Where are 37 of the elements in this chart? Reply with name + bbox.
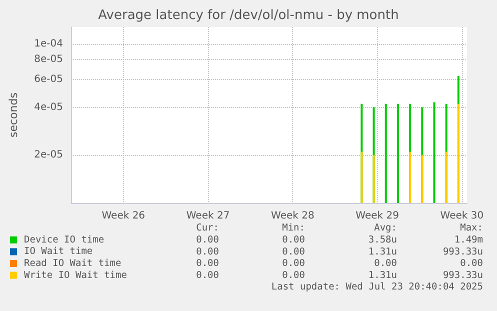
text: 0.00 [282,246,306,258]
x-tick-label: Week 30 [440,210,484,222]
text: 0.00 [282,258,306,270]
text: Max: [460,222,483,234]
legend-label: Device IO time [24,234,104,246]
text: 993.33u [442,270,483,281]
y-tick-label: 8e-05 [34,54,63,65]
y-axis-title: seconds [7,92,20,138]
text: Cur: [196,222,219,234]
text: Min: [282,222,305,234]
text: 0.00 [196,234,220,246]
text: 0.00 [196,270,220,281]
x-tick-label: Week 27 [186,210,230,222]
y-tick-label: 6e-05 [34,74,63,85]
text: 0.00 [282,234,306,246]
y-tick-label: 4e-05 [34,102,63,113]
text: 1.31u [368,270,397,281]
text: Last update: Wed Jul 23 20:40:04 2025 [271,282,483,293]
text: 0.00 [460,258,484,270]
y-tick-label: 1e-04 [34,38,63,50]
text: 1.31u [368,246,397,258]
y-tick-label: 2e-05 [34,150,63,161]
legend-label: Write IO Wait time [24,270,128,281]
chart-title: Average latency for /dev/ol/ol-nmu - by month [98,8,399,23]
x-tick-label: Week 26 [102,210,146,222]
x-tick-label: Week 29 [356,210,399,222]
text: 1.49m [454,234,484,246]
x-tick-label: Week 28 [271,210,314,222]
text: 0.00 [196,246,220,258]
text: 993.33u [442,246,483,258]
text: 0.00 [282,270,306,281]
text: Avg: [374,222,397,234]
legend-label: Read IO Wait time [24,258,122,269]
text: 3.58u [368,234,397,246]
text: 0.00 [196,258,220,270]
legend-label: IO Wait time [24,246,93,258]
text: 0.00 [374,258,398,270]
